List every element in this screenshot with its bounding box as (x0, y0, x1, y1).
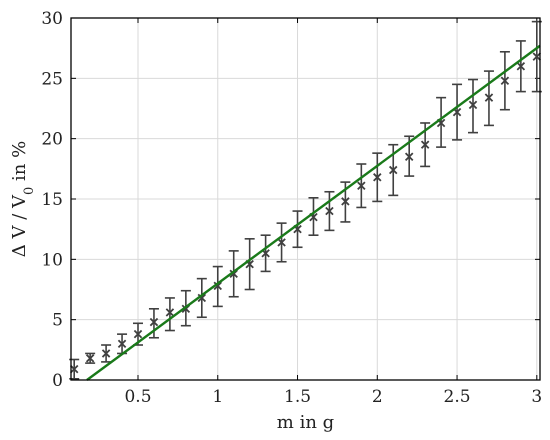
fit-line-group (86, 44, 541, 381)
data-point-marker (357, 181, 366, 190)
y-tick-label: 5 (52, 311, 63, 331)
data-point-marker (341, 197, 350, 206)
error-bar (164, 297, 175, 332)
data-point-marker (532, 52, 542, 61)
data-point-marker (101, 349, 111, 358)
y-tick-label: 10 (41, 250, 63, 270)
y-tick-label: 0 (52, 371, 63, 391)
y-axis-label-main: Δ V / V (9, 194, 30, 257)
data-point-marker (165, 308, 175, 317)
y-axis-label: Δ V / V0 in % (9, 141, 37, 257)
data-point-marker (484, 93, 494, 102)
plot-frame (70, 17, 541, 381)
data-point-marker (516, 62, 526, 71)
fit-line (86, 44, 541, 381)
x-tick-label: 1 (212, 387, 223, 407)
y-tick-label: 25 (41, 69, 63, 89)
error-bars (69, 20, 542, 380)
data-point-marker (468, 100, 478, 110)
data-point-marker (500, 76, 510, 85)
data-point-marker (69, 364, 79, 374)
x-tick-label: 0.5 (124, 387, 151, 407)
data-point-marker (133, 329, 143, 339)
y-axis-label-subscript: 0 (22, 187, 37, 195)
y-tick-label: 30 (41, 9, 63, 29)
data-point-marker (117, 339, 127, 349)
y-tick-label: 15 (41, 190, 63, 210)
y-tick-label: 20 (41, 130, 63, 150)
data-markers (69, 52, 542, 374)
x-tick-label: 3 (531, 387, 542, 407)
data-point-marker (420, 140, 430, 149)
x-tick-label: 2.5 (444, 387, 471, 407)
data-point-marker (213, 281, 222, 291)
x-tick-label: 1.5 (284, 387, 311, 407)
data-point-marker (389, 165, 398, 175)
data-point-marker (85, 354, 95, 363)
data-point-marker (325, 206, 334, 216)
data-point-marker (277, 238, 286, 247)
grid-lines (71, 18, 540, 380)
y-axis-label-suffix: in % (9, 141, 30, 187)
data-point-marker (149, 317, 159, 327)
x-tick-label: 2 (372, 387, 383, 407)
x-axis-label: m in g (277, 412, 334, 433)
data-point-marker (373, 173, 382, 182)
data-point-marker (404, 152, 414, 162)
